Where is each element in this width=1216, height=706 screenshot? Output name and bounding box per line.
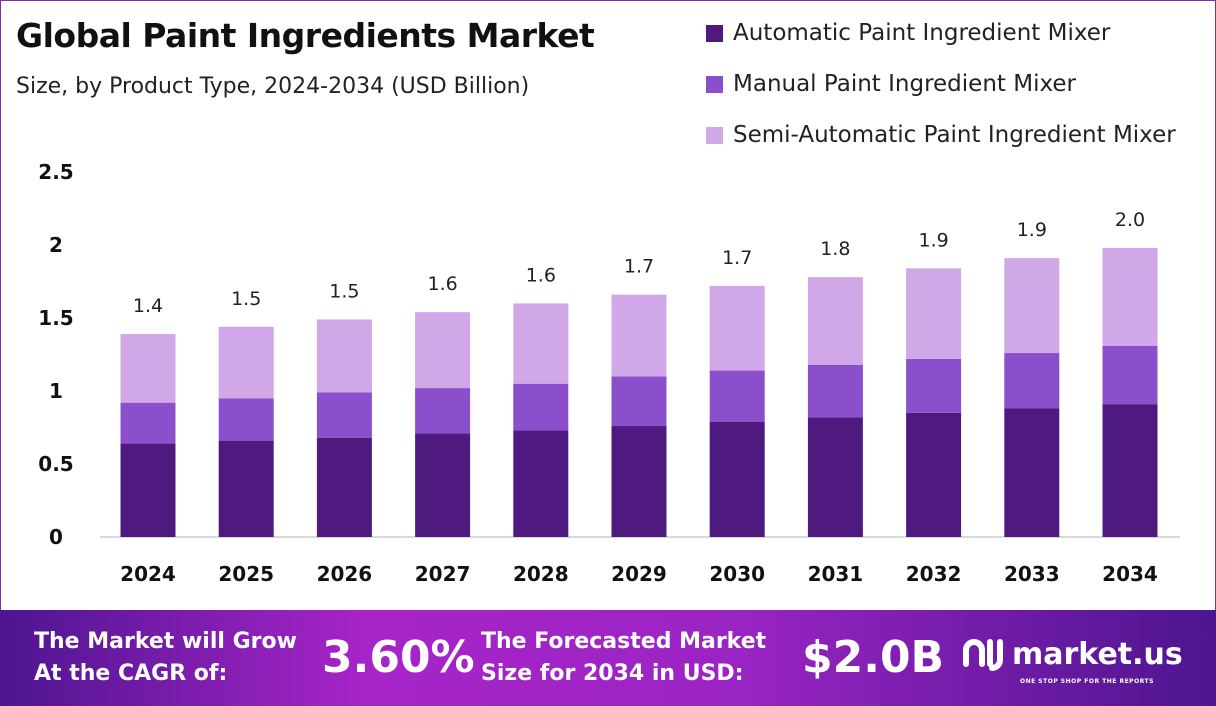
cagr-text: The Market will Grow At the CAGR of: <box>34 626 297 690</box>
y-tick-label: 1.5 <box>38 306 73 330</box>
total-label: 1.9 <box>918 229 948 251</box>
bar-segment-2028-1 <box>513 383 569 431</box>
chart-plot: 0 0.5 1 1.5 2 2.5 1.4 2024 1.5 2025 1.5 2026 1.6 2027… <box>38 160 1180 586</box>
bar-segment-2029-2 <box>611 294 667 377</box>
cagr-text-line: At the CAGR of: <box>34 661 228 686</box>
bar-segment-2031-0 <box>807 417 863 537</box>
market-us-logo: market.us ONE STOP SHOP FOR THE REPORTS <box>960 634 1183 685</box>
footer-banner: The Market will Grow At the CAGR of: 3.60… <box>0 610 1216 706</box>
x-tick-label: 2029 <box>611 562 667 586</box>
total-label: 1.6 <box>427 273 457 295</box>
x-tick-label: 2026 <box>317 562 373 586</box>
bar-segment-2024-2 <box>120 334 176 403</box>
bar-segment-2031-1 <box>807 364 863 418</box>
bar-segment-2033-0 <box>1004 408 1060 537</box>
bar-segment-2032-2 <box>906 268 962 359</box>
y-tick-label: 0 <box>49 525 63 549</box>
logo-icon <box>963 639 1003 671</box>
legend-label: Semi-Automatic Paint Ingredient Mixer <box>733 122 1176 148</box>
total-label: 1.7 <box>722 247 752 269</box>
legend-label: Automatic Paint Ingredient Mixer <box>733 20 1111 46</box>
bar-segment-2034-0 <box>1102 404 1158 537</box>
chart-title: Global Paint Ingredients Market <box>16 16 595 55</box>
forecast-value: $2.0B <box>802 632 945 683</box>
x-tick-label: 2027 <box>415 562 471 586</box>
cagr-text-line: The Market will Grow <box>34 629 297 654</box>
cagr-value: 3.60% <box>322 632 475 683</box>
bar-segment-2030-1 <box>709 370 765 422</box>
forecast-text: The Forecasted Market Size for 2034 in US… <box>481 626 766 690</box>
total-label: 1.9 <box>1017 219 1047 241</box>
logo-tagline: ONE STOP SHOP FOR THE REPORTS <box>1020 678 1154 685</box>
total-label: 1.5 <box>329 280 359 302</box>
legend-swatch <box>706 126 723 144</box>
bar-segment-2025-0 <box>218 440 274 537</box>
forecast-text-line: Size for 2034 in USD: <box>481 661 744 686</box>
bar-segment-2032-1 <box>906 358 962 413</box>
y-tick-label: 2.5 <box>38 160 73 184</box>
total-label: 1.5 <box>231 288 261 310</box>
bar-segment-2030-2 <box>709 285 765 371</box>
total-label: 1.8 <box>820 238 850 260</box>
x-tick-label: 2028 <box>513 562 569 586</box>
bar-segment-2027-2 <box>415 312 471 389</box>
bar-segment-2027-0 <box>415 433 471 537</box>
y-tick-label: 1 <box>49 379 63 403</box>
bar-segment-2030-0 <box>709 421 765 537</box>
legend-item-manual: Manual Paint Ingredient Mixer <box>706 71 1076 97</box>
bar-segment-2031-2 <box>807 277 863 365</box>
bar-segment-2025-2 <box>218 326 274 399</box>
x-tick-label: 2030 <box>709 562 765 586</box>
bar-segment-2032-0 <box>906 412 962 537</box>
bar-segment-2028-0 <box>513 430 569 537</box>
legend-swatch <box>706 75 723 93</box>
total-label: 2.0 <box>1115 209 1145 231</box>
legend-swatch <box>706 24 723 42</box>
bar-segment-2029-0 <box>611 426 667 537</box>
bar-segment-2027-1 <box>415 388 471 434</box>
legend-item-automatic: Automatic Paint Ingredient Mixer <box>706 20 1110 46</box>
bar-segment-2034-2 <box>1102 247 1158 346</box>
bar-segment-2033-1 <box>1004 353 1060 409</box>
y-tick-label: 2 <box>49 233 63 257</box>
bar-segment-2028-2 <box>513 303 569 384</box>
bar-segment-2033-2 <box>1004 258 1060 354</box>
bar-segment-2026-1 <box>316 392 372 438</box>
bar-segment-2034-1 <box>1102 345 1158 405</box>
x-tick-label: 2032 <box>906 562 962 586</box>
total-label: 1.4 <box>133 295 163 317</box>
x-tick-label: 2033 <box>1004 562 1060 586</box>
x-tick-label: 2031 <box>808 562 864 586</box>
bar-segment-2029-1 <box>611 376 667 427</box>
forecast-text-line: The Forecasted Market <box>481 629 767 654</box>
x-tick-label: 2034 <box>1102 562 1158 586</box>
legend-label: Manual Paint Ingredient Mixer <box>733 71 1076 97</box>
bar-segment-2024-1 <box>120 402 176 444</box>
total-label: 1.6 <box>526 264 556 286</box>
bar-segment-2026-0 <box>316 437 372 537</box>
y-tick-label: 0.5 <box>38 452 73 476</box>
bar-segment-2024-0 <box>120 443 176 537</box>
chart-subtitle: Size, by Product Type, 2024-2034 (USD Bi… <box>16 74 530 99</box>
legend-item-semi-automatic: Semi-Automatic Paint Ingredient Mixer <box>706 122 1176 148</box>
bar-segment-2026-2 <box>316 319 372 393</box>
total-label: 1.7 <box>624 256 654 278</box>
logo-text: market.us <box>1012 636 1183 672</box>
x-tick-label: 2024 <box>120 562 176 586</box>
x-tick-label: 2025 <box>218 562 274 586</box>
bar-segment-2025-1 <box>218 398 274 441</box>
